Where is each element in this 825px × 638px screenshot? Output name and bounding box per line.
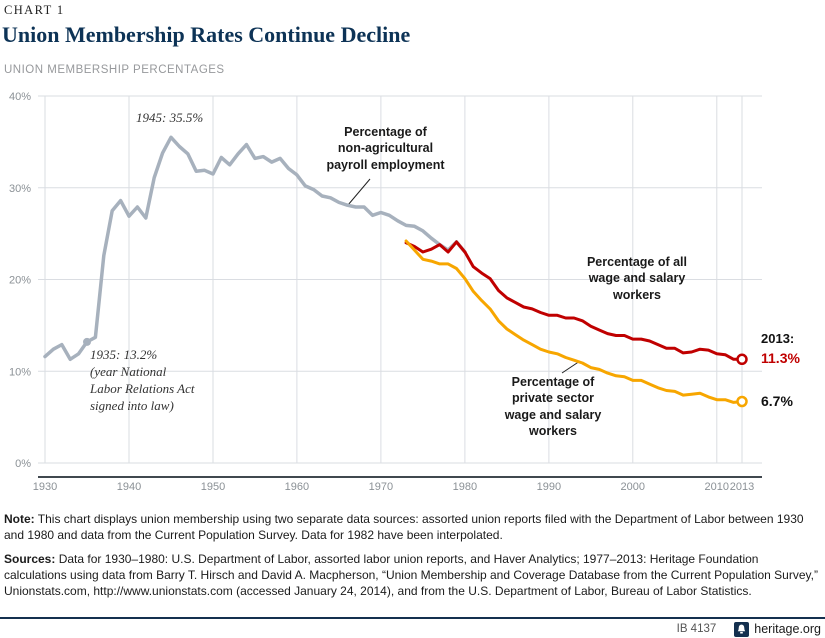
x-tick-label: 1960: [285, 481, 309, 493]
sources-label: Sources:: [4, 552, 56, 566]
end-year-label: 2013:: [761, 331, 795, 346]
series-line-private-workers: [404, 239, 744, 404]
y-tick-label: 30%: [9, 183, 31, 195]
report-id: IB 4137: [676, 623, 717, 635]
x-tick-label: 1940: [117, 481, 141, 493]
x-tick-label: 2010: [705, 481, 729, 493]
heritage-brand: heritage.org: [734, 621, 821, 637]
series-line-all-workers: [404, 240, 744, 361]
end-marker-private-workers: [736, 395, 748, 408]
x-tick-label: 1930: [33, 481, 57, 493]
annotation-1935-nlra: 1935: 13.2% (year National Labor Relatio…: [90, 347, 195, 413]
chart-kicker: CHART 1: [4, 3, 65, 17]
series-label-all-workers: Percentage of all wage and salary worker…: [586, 255, 688, 302]
note-paragraph: Note: This chart displays union membersh…: [4, 512, 818, 544]
series-label-nonagricultural: Percentage of non-agricultural payroll e…: [326, 125, 445, 172]
annotation-leader-line: [347, 178, 371, 206]
y-tick-label: 10%: [9, 366, 31, 378]
x-tick-label: 1990: [537, 481, 561, 493]
sources-paragraph: Sources: Data for 1930–1980: U.S. Depart…: [4, 552, 818, 600]
end-value-private-workers: 6.7%: [761, 393, 793, 409]
note-label: Note:: [4, 512, 35, 526]
point-marker-nonag: [83, 337, 91, 346]
y-tick-label: 0%: [15, 458, 31, 470]
sources-text: Data for 1930–1980: U.S. Department of L…: [4, 552, 818, 598]
page-title: Union Membership Rates Continue Decline: [2, 22, 411, 47]
x-tick-label: 2013: [730, 481, 754, 493]
end-value-all-workers: 11.3%: [761, 350, 800, 366]
footer-divider: [0, 617, 825, 619]
heritage-url: heritage.org: [754, 622, 821, 636]
y-tick-label: 20%: [9, 275, 31, 287]
end-marker-all-workers: [736, 353, 748, 366]
x-tick-label: 1980: [453, 481, 477, 493]
annotation-1945-peak: 1945: 35.5%: [136, 110, 204, 125]
series-line-nonag: [43, 135, 467, 362]
y-tick-label: 40%: [9, 91, 31, 103]
chart-subtitle: UNION MEMBERSHIP PERCENTAGES: [4, 64, 225, 76]
x-tick-label: 1950: [201, 481, 225, 493]
line-chart: 1930 1940 1950 1960 1970 1980 1990 2000 2010 2013…: [9, 91, 762, 493]
x-tick-label: 2000: [621, 481, 645, 493]
heritage-bell-logo-icon: [734, 621, 750, 637]
footer: IB 4137 heritage.org: [677, 621, 821, 637]
x-tick-label: 1970: [369, 481, 393, 493]
note-text: This chart displays union membership usi…: [4, 512, 804, 542]
series-label-private-workers: Percentage of private sector wage and sa…: [504, 375, 602, 438]
annotation-leader-line: [561, 360, 581, 374]
